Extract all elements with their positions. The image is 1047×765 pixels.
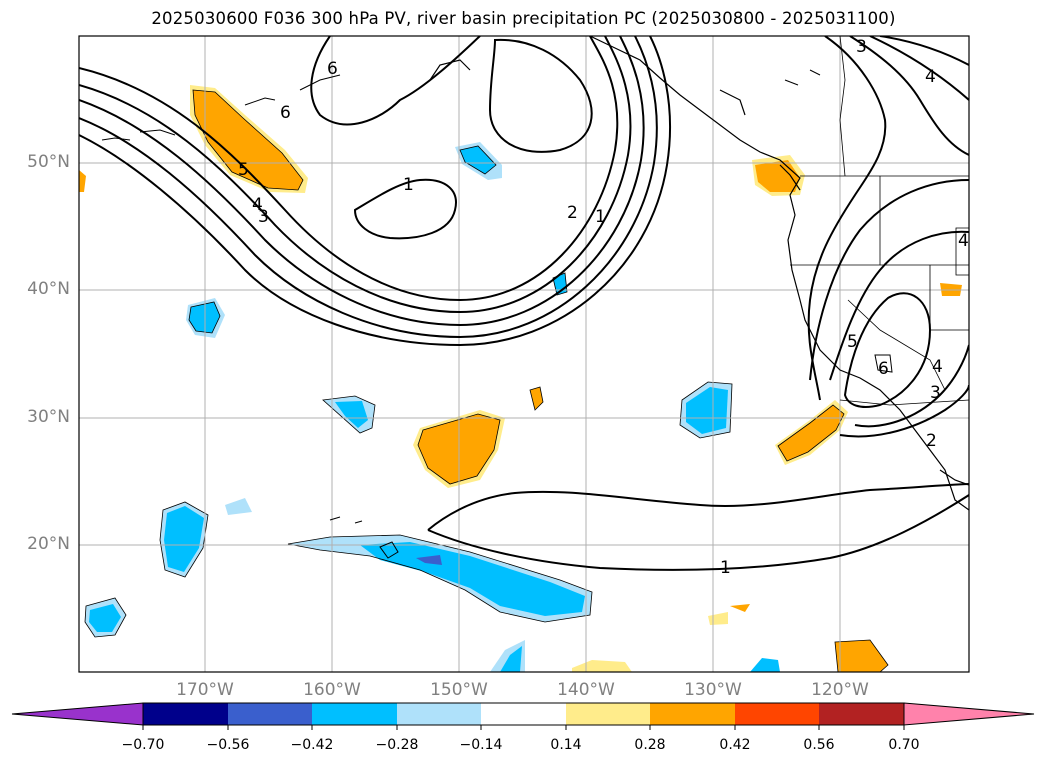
colorbar-tick-label: −0.14: [459, 737, 503, 753]
colorbar-underflow-arrow: [11, 702, 144, 726]
contour-label: 6: [327, 59, 338, 79]
contour-label: 3: [930, 383, 941, 403]
precip-negative-region: [750, 658, 780, 672]
lon-tick-label: 120°W: [811, 680, 869, 700]
map-title: 2025030600 F036 300 hPa PV, river basin …: [151, 9, 896, 28]
colorbar-tick-label: −0.56: [206, 737, 250, 753]
lat-tick-label: 20°N: [27, 534, 70, 554]
precip-positive-region: [730, 604, 750, 612]
precip-negative-region: [225, 498, 252, 515]
precip-negative-region: [686, 387, 728, 434]
precip-positive-region: [778, 405, 844, 461]
colorbar-tick-label: 0.42: [719, 737, 751, 753]
lon-tick-label: 150°W: [430, 680, 488, 700]
contour-label: 4: [925, 67, 936, 87]
contour-label: 1: [595, 207, 606, 227]
precip-negative-region: [460, 146, 496, 174]
contour-label: 6: [878, 359, 889, 379]
contour-label: 1: [720, 558, 731, 578]
colorbar-segment: [312, 703, 397, 725]
colorbar-tick-label: 0.70: [888, 737, 920, 753]
precip-negative-region: [89, 604, 121, 632]
precip-negative-region: [164, 506, 204, 572]
precip-negative-region: [416, 555, 442, 565]
lon-tick-label: 160°W: [303, 680, 361, 700]
precip-positive-region: [193, 90, 303, 190]
lat-tick-label: 50°N: [27, 152, 70, 172]
colorbar-tick-label: −0.42: [290, 737, 334, 753]
lat-tick-label: 40°N: [27, 279, 70, 299]
contour-label: 1: [403, 175, 414, 195]
precip-positive-region: [530, 387, 543, 410]
colorbar-segment: [143, 703, 228, 725]
contour-label: 4: [958, 231, 969, 251]
precip-anomaly-outlines: [84, 89, 889, 672]
contour-label: 5: [847, 332, 858, 352]
contour-label: 4: [252, 195, 263, 215]
contour-label: 2: [567, 203, 578, 223]
precip-negative-region: [360, 542, 585, 616]
lon-tick-label: 130°W: [684, 680, 742, 700]
contour-label: 3: [258, 207, 269, 227]
pv-contours: [79, 36, 969, 571]
colorbar-tick-label: −0.28: [375, 737, 419, 753]
colorbar-tick-label: 0.56: [803, 737, 835, 753]
graticule: [79, 36, 969, 672]
colorbar-segment: [650, 703, 735, 725]
contour-label: 2: [926, 431, 937, 451]
colorbar-segment: [481, 703, 566, 725]
precip-positive-region: [835, 640, 888, 672]
lat-tick-label: 30°N: [27, 407, 70, 427]
colorbar-segment: [735, 703, 819, 725]
contour-label: 5: [238, 160, 249, 180]
lon-tick-label: 170°W: [176, 680, 234, 700]
colorbar-segment: [566, 703, 650, 725]
lon-tick-label: 140°W: [557, 680, 615, 700]
colorbar: [11, 702, 1035, 730]
colorbar-frame: [142, 702, 905, 726]
contour-label: 4: [932, 357, 943, 377]
colorbar-overflow-arrow: [903, 702, 1035, 726]
political-borders: [790, 36, 969, 406]
precip-positive-region: [572, 660, 632, 672]
colorbar-segment: [819, 703, 904, 725]
colorbar-segment: [228, 703, 312, 725]
contour-label: 6: [280, 103, 291, 123]
colorbar-tick-label: 0.14: [550, 737, 582, 753]
colorbar-tick-label: −0.70: [121, 737, 165, 753]
colorbar-tick-label: 0.28: [634, 737, 666, 753]
map-frame: [78, 35, 970, 673]
colorbar-segment: [397, 703, 481, 725]
precip-negative-region: [335, 401, 368, 428]
precip-positive-region: [79, 170, 86, 192]
precip-negative-region: [500, 646, 522, 672]
islands: [101, 69, 893, 559]
contour-label: 3: [856, 37, 867, 57]
